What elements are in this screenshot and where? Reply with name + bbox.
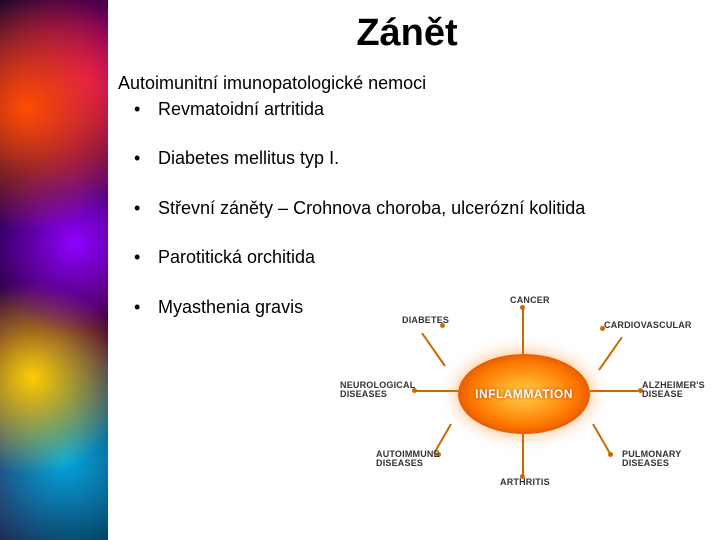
connector-dot (608, 452, 613, 457)
bullet-item: Revmatoidní artritida (134, 98, 702, 121)
inflammation-diagram: INFLAMMATION CANCER DIABETES CARDIOVASCU… (340, 278, 708, 508)
diagram-label-alzheimers: ALZHEIMER'S DISEASE (642, 381, 705, 400)
diagram-label-pulmonary: PULMONARY DISEASES (622, 450, 681, 469)
bullet-item: Střevní záněty – Crohnova choroba, ulcer… (134, 197, 702, 220)
diagram-label-cancer: CANCER (510, 296, 550, 305)
diagram-label-neurological: NEUROLOGICAL DISEASES (340, 381, 415, 400)
connector-line (592, 424, 611, 454)
connector-line (590, 390, 638, 392)
diagram-label-diabetes: DIABETES (402, 316, 449, 325)
connector-line (598, 337, 623, 371)
inflammation-center: INFLAMMATION (458, 354, 590, 434)
connector-dot (520, 305, 525, 310)
connector-line (522, 308, 524, 354)
slide-title: Zánět (112, 12, 702, 55)
connector-line (522, 434, 524, 474)
diagram-label-arthritis: ARTHRITIS (500, 478, 550, 487)
diagram-label-cardiovascular: CARDIOVASCULAR (604, 321, 692, 330)
connector-line (416, 390, 460, 392)
slide-subtitle: Autoimunitní imunopatologické nemoci (118, 73, 702, 94)
connector-line (421, 333, 446, 367)
decorative-sidebar (0, 0, 108, 540)
diagram-label-autoimmune: AUTOIMMUNE DISEASES (376, 450, 440, 469)
bullet-item: Parotitická orchitida (134, 246, 702, 269)
inflammation-center-label: INFLAMMATION (475, 387, 573, 401)
bullet-item: Diabetes mellitus typ I. (134, 147, 702, 170)
